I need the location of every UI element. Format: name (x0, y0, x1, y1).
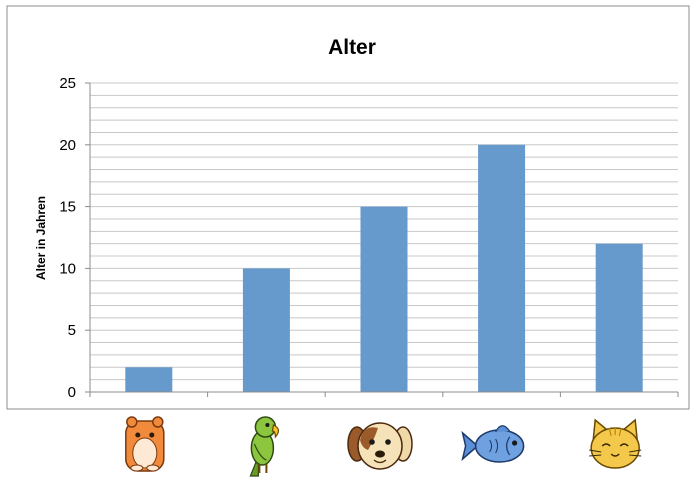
y-tick-labels: 0 5 10 15 20 25 (59, 75, 76, 401)
bar-hamster (125, 367, 173, 392)
axes (85, 82, 679, 397)
y-tick-label: 15 (59, 199, 76, 216)
bar-parrot (242, 268, 290, 392)
hamster-icon (125, 416, 165, 472)
bars (125, 144, 643, 392)
y-tick-label: 20 (59, 137, 76, 154)
category-icons (125, 416, 642, 477)
y-tick-label: 5 (68, 322, 76, 339)
dog-icon (347, 422, 413, 470)
y-tick-label: 25 (59, 75, 76, 92)
chart-title: Alter (328, 36, 376, 59)
bar-dog (360, 206, 408, 392)
bar-fish (478, 144, 526, 392)
chart-area-border (6, 5, 690, 410)
y-tick-label: 0 (68, 384, 76, 401)
fish-icon (461, 425, 525, 463)
y-axis-title: Alter in Jahren (34, 196, 48, 280)
parrot-icon (249, 416, 279, 477)
cat-icon (589, 418, 642, 469)
bar-cat (595, 243, 643, 392)
y-tick-label: 10 (59, 260, 76, 277)
